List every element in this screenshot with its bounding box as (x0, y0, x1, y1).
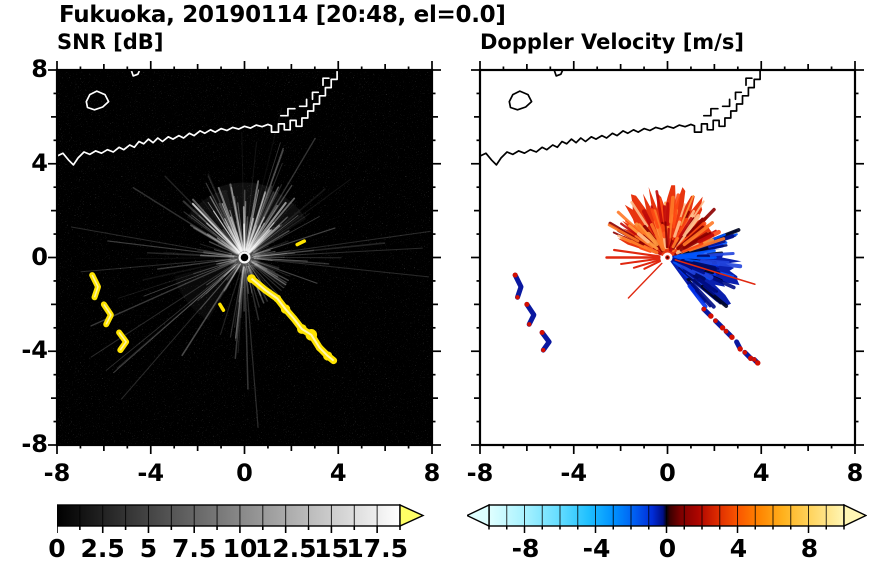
snr-cbar-label: 2.5 (80, 534, 125, 563)
figure-title: Fukuoka, 20190114 [20:48, el=0.0] (59, 2, 506, 28)
x-tick-label: 4 (752, 459, 770, 487)
snr-cbar-label: 5 (139, 534, 158, 563)
x-tick-label: -4 (560, 459, 588, 487)
x-tick-label: 8 (423, 459, 441, 487)
snr-plot (48, 61, 441, 454)
x-tick-label: 0 (659, 459, 676, 487)
doppler-cbar-label: 0 (658, 534, 677, 563)
snr-colorbar (57, 503, 425, 533)
snr-cbar-label: 10 (222, 534, 258, 563)
y-tick-label: 4 (31, 148, 48, 177)
snr-cbar-label: 15 (314, 534, 349, 563)
x-tick-label: -8 (466, 459, 494, 487)
y-tick-label: 8 (31, 55, 48, 83)
doppler-colorbar (467, 503, 867, 533)
doppler-cbar-label: 8 (800, 534, 819, 563)
doppler-cbar-label: 4 (729, 534, 748, 563)
snr-cbar-label: 7.5 (172, 534, 217, 563)
x-tick-label: -8 (43, 459, 71, 487)
x-tick-label: -4 (137, 459, 165, 487)
x-tick-label: 8 (846, 459, 864, 487)
y-tick-label: 0 (31, 242, 48, 271)
y-tick-label: -4 (21, 336, 48, 365)
snr-cbar-label: 0 (48, 534, 66, 563)
doppler-panel-title: Doppler Velocity [m/s] (480, 30, 744, 54)
snr-cbar-label: 17.5 (346, 534, 409, 563)
snr-panel-title: SNR [dB] (57, 30, 164, 54)
doppler-cbar-label: -8 (511, 534, 540, 563)
y-tick-label: -8 (21, 430, 48, 458)
x-tick-label: 0 (236, 459, 253, 487)
doppler-cbar-label: -4 (582, 534, 611, 563)
snr-cbar-label: 12.5 (254, 534, 317, 563)
x-tick-label: 4 (329, 459, 347, 487)
doppler-plot (471, 61, 864, 454)
